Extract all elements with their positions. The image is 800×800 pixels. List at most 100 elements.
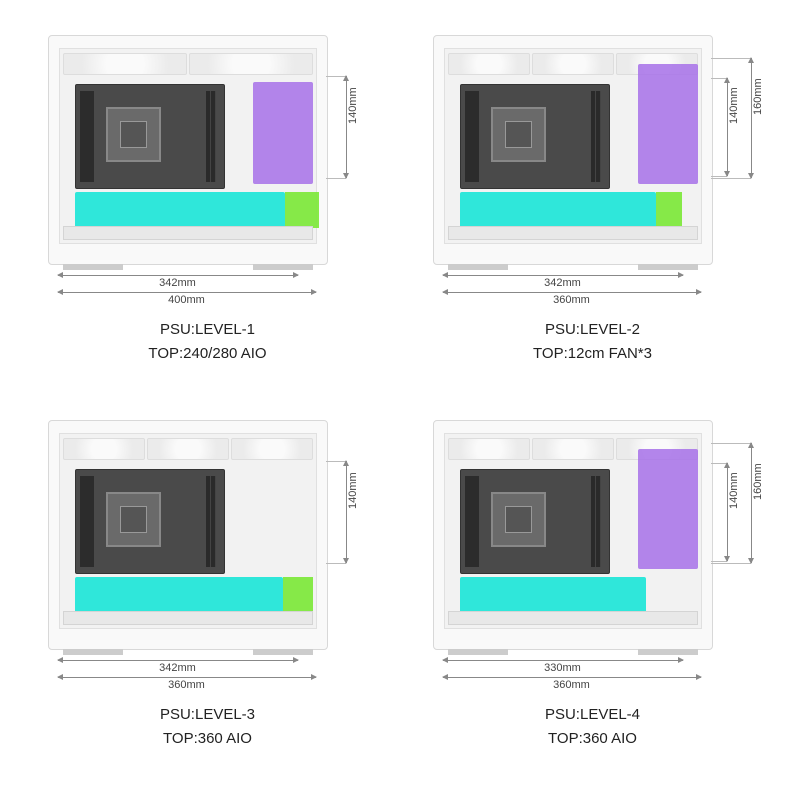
psu-level-label: PSU:LEVEL-1	[148, 318, 266, 342]
dimension-vertical: 160mm	[751, 58, 752, 178]
top-config-label: TOP:12cm FAN*3	[533, 342, 652, 366]
pc-case	[433, 35, 713, 265]
fan-icon	[231, 438, 313, 460]
psu-highlight	[253, 82, 313, 184]
extension-line	[711, 178, 751, 179]
bottom-bay	[63, 611, 313, 625]
pc-case	[48, 420, 328, 650]
fan-icon	[63, 53, 187, 75]
dimension-label: 140mm	[728, 84, 740, 127]
dimension-label: 140mm	[347, 84, 359, 127]
extension-line	[711, 563, 751, 564]
ram-slots	[206, 91, 216, 182]
fan-icon	[189, 53, 313, 75]
config-labels: PSU:LEVEL-3TOP:360 AIO	[160, 703, 255, 751]
gpu-end-highlight	[283, 577, 313, 613]
dimension-label: 360mm	[549, 679, 594, 691]
case-foot	[638, 264, 698, 270]
case-diagram: 140mm 342mm 400mm	[28, 30, 388, 310]
dimension-label: 360mm	[549, 294, 594, 306]
motherboard	[75, 84, 225, 189]
case-foot	[63, 649, 123, 655]
fan-icon	[532, 438, 614, 460]
dimension-label: 160mm	[752, 75, 764, 118]
dimension-vertical: 140mm	[727, 78, 728, 176]
dimension-label: 342mm	[155, 277, 200, 289]
case-diagram: 140mm 160mm 330mm 360mm	[413, 415, 773, 695]
bottom-bay	[448, 226, 698, 240]
cpu-socket	[106, 107, 161, 162]
dimension-vertical: 140mm	[346, 461, 347, 563]
ram-slots	[591, 91, 601, 182]
dimension-horizontal: 360mm	[58, 677, 316, 690]
gpu-end-highlight	[656, 192, 682, 228]
config-panel: 140mm 342mm 400mm PSU:LEVEL-1TOP:240/280 AI…	[20, 30, 395, 385]
bottom-bay	[448, 611, 698, 625]
psu-level-label: PSU:LEVEL-3	[160, 703, 255, 727]
cpu-socket	[491, 492, 546, 547]
fan-icon	[532, 53, 614, 75]
dimension-horizontal: 360mm	[443, 677, 701, 690]
motherboard	[75, 469, 225, 574]
dimension-horizontal: 400mm	[58, 292, 316, 305]
io-shield	[465, 476, 479, 567]
top-config-label: TOP:360 AIO	[545, 727, 640, 751]
psu-level-label: PSU:LEVEL-2	[533, 318, 652, 342]
case-foot	[638, 649, 698, 655]
dimension-label: 400mm	[164, 294, 209, 306]
dimension-label: 140mm	[347, 469, 359, 512]
dimension-horizontal: 330mm	[443, 660, 683, 673]
pc-case	[433, 420, 713, 650]
ram-slots	[206, 476, 216, 567]
config-panel: 140mm 342mm 360mm PSU:LEVEL-3TOP:360 AIO	[20, 415, 395, 770]
psu-level-label: PSU:LEVEL-4	[545, 703, 640, 727]
pc-case	[48, 35, 328, 265]
dimension-vertical: 140mm	[346, 76, 347, 178]
psu-highlight	[638, 449, 698, 569]
gpu-highlight	[460, 192, 656, 228]
gpu-highlight	[75, 192, 285, 228]
gpu-highlight	[75, 577, 283, 613]
io-shield	[80, 476, 94, 567]
cpu-socket	[491, 107, 546, 162]
dimension-vertical: 140mm	[727, 463, 728, 561]
dimension-label: 342mm	[540, 277, 585, 289]
case-foot	[253, 649, 313, 655]
cpu-socket	[106, 492, 161, 547]
bottom-bay	[63, 226, 313, 240]
dimension-label: 140mm	[728, 469, 740, 512]
extension-line	[711, 58, 751, 59]
config-panel: 140mm 160mm 330mm 360mm PSU:LEVEL-4TOP:360 A…	[405, 415, 780, 770]
fan-icon	[448, 53, 530, 75]
dimension-horizontal: 342mm	[58, 275, 298, 288]
ram-slots	[591, 476, 601, 567]
dimension-horizontal: 342mm	[443, 275, 683, 288]
fan-icon	[147, 438, 229, 460]
dimension-label: 360mm	[164, 679, 209, 691]
dimension-label: 342mm	[155, 662, 200, 674]
config-labels: PSU:LEVEL-4TOP:360 AIO	[545, 703, 640, 751]
motherboard	[460, 469, 610, 574]
io-shield	[465, 91, 479, 182]
config-labels: PSU:LEVEL-1TOP:240/280 AIO	[148, 318, 266, 366]
fan-icon	[448, 438, 530, 460]
config-panel: 140mm 160mm 342mm 360mm PSU:LEVEL-2TOP:12cm …	[405, 30, 780, 385]
io-shield	[80, 91, 94, 182]
dimension-vertical: 160mm	[751, 443, 752, 563]
top-config-label: TOP:360 AIO	[160, 727, 255, 751]
psu-highlight	[638, 64, 698, 184]
case-foot	[448, 264, 508, 270]
case-diagram: 140mm 342mm 360mm	[28, 415, 388, 695]
fan-icon	[63, 438, 145, 460]
dimension-horizontal: 360mm	[443, 292, 701, 305]
case-foot	[253, 264, 313, 270]
dimension-label: 160mm	[752, 460, 764, 503]
top-fan-row	[63, 438, 313, 460]
top-fan-row	[63, 53, 313, 75]
dimension-horizontal: 342mm	[58, 660, 298, 673]
motherboard	[460, 84, 610, 189]
case-diagram: 140mm 160mm 342mm 360mm	[413, 30, 773, 310]
gpu-end-highlight	[285, 192, 319, 228]
case-foot	[63, 264, 123, 270]
dimension-label: 330mm	[540, 662, 585, 674]
